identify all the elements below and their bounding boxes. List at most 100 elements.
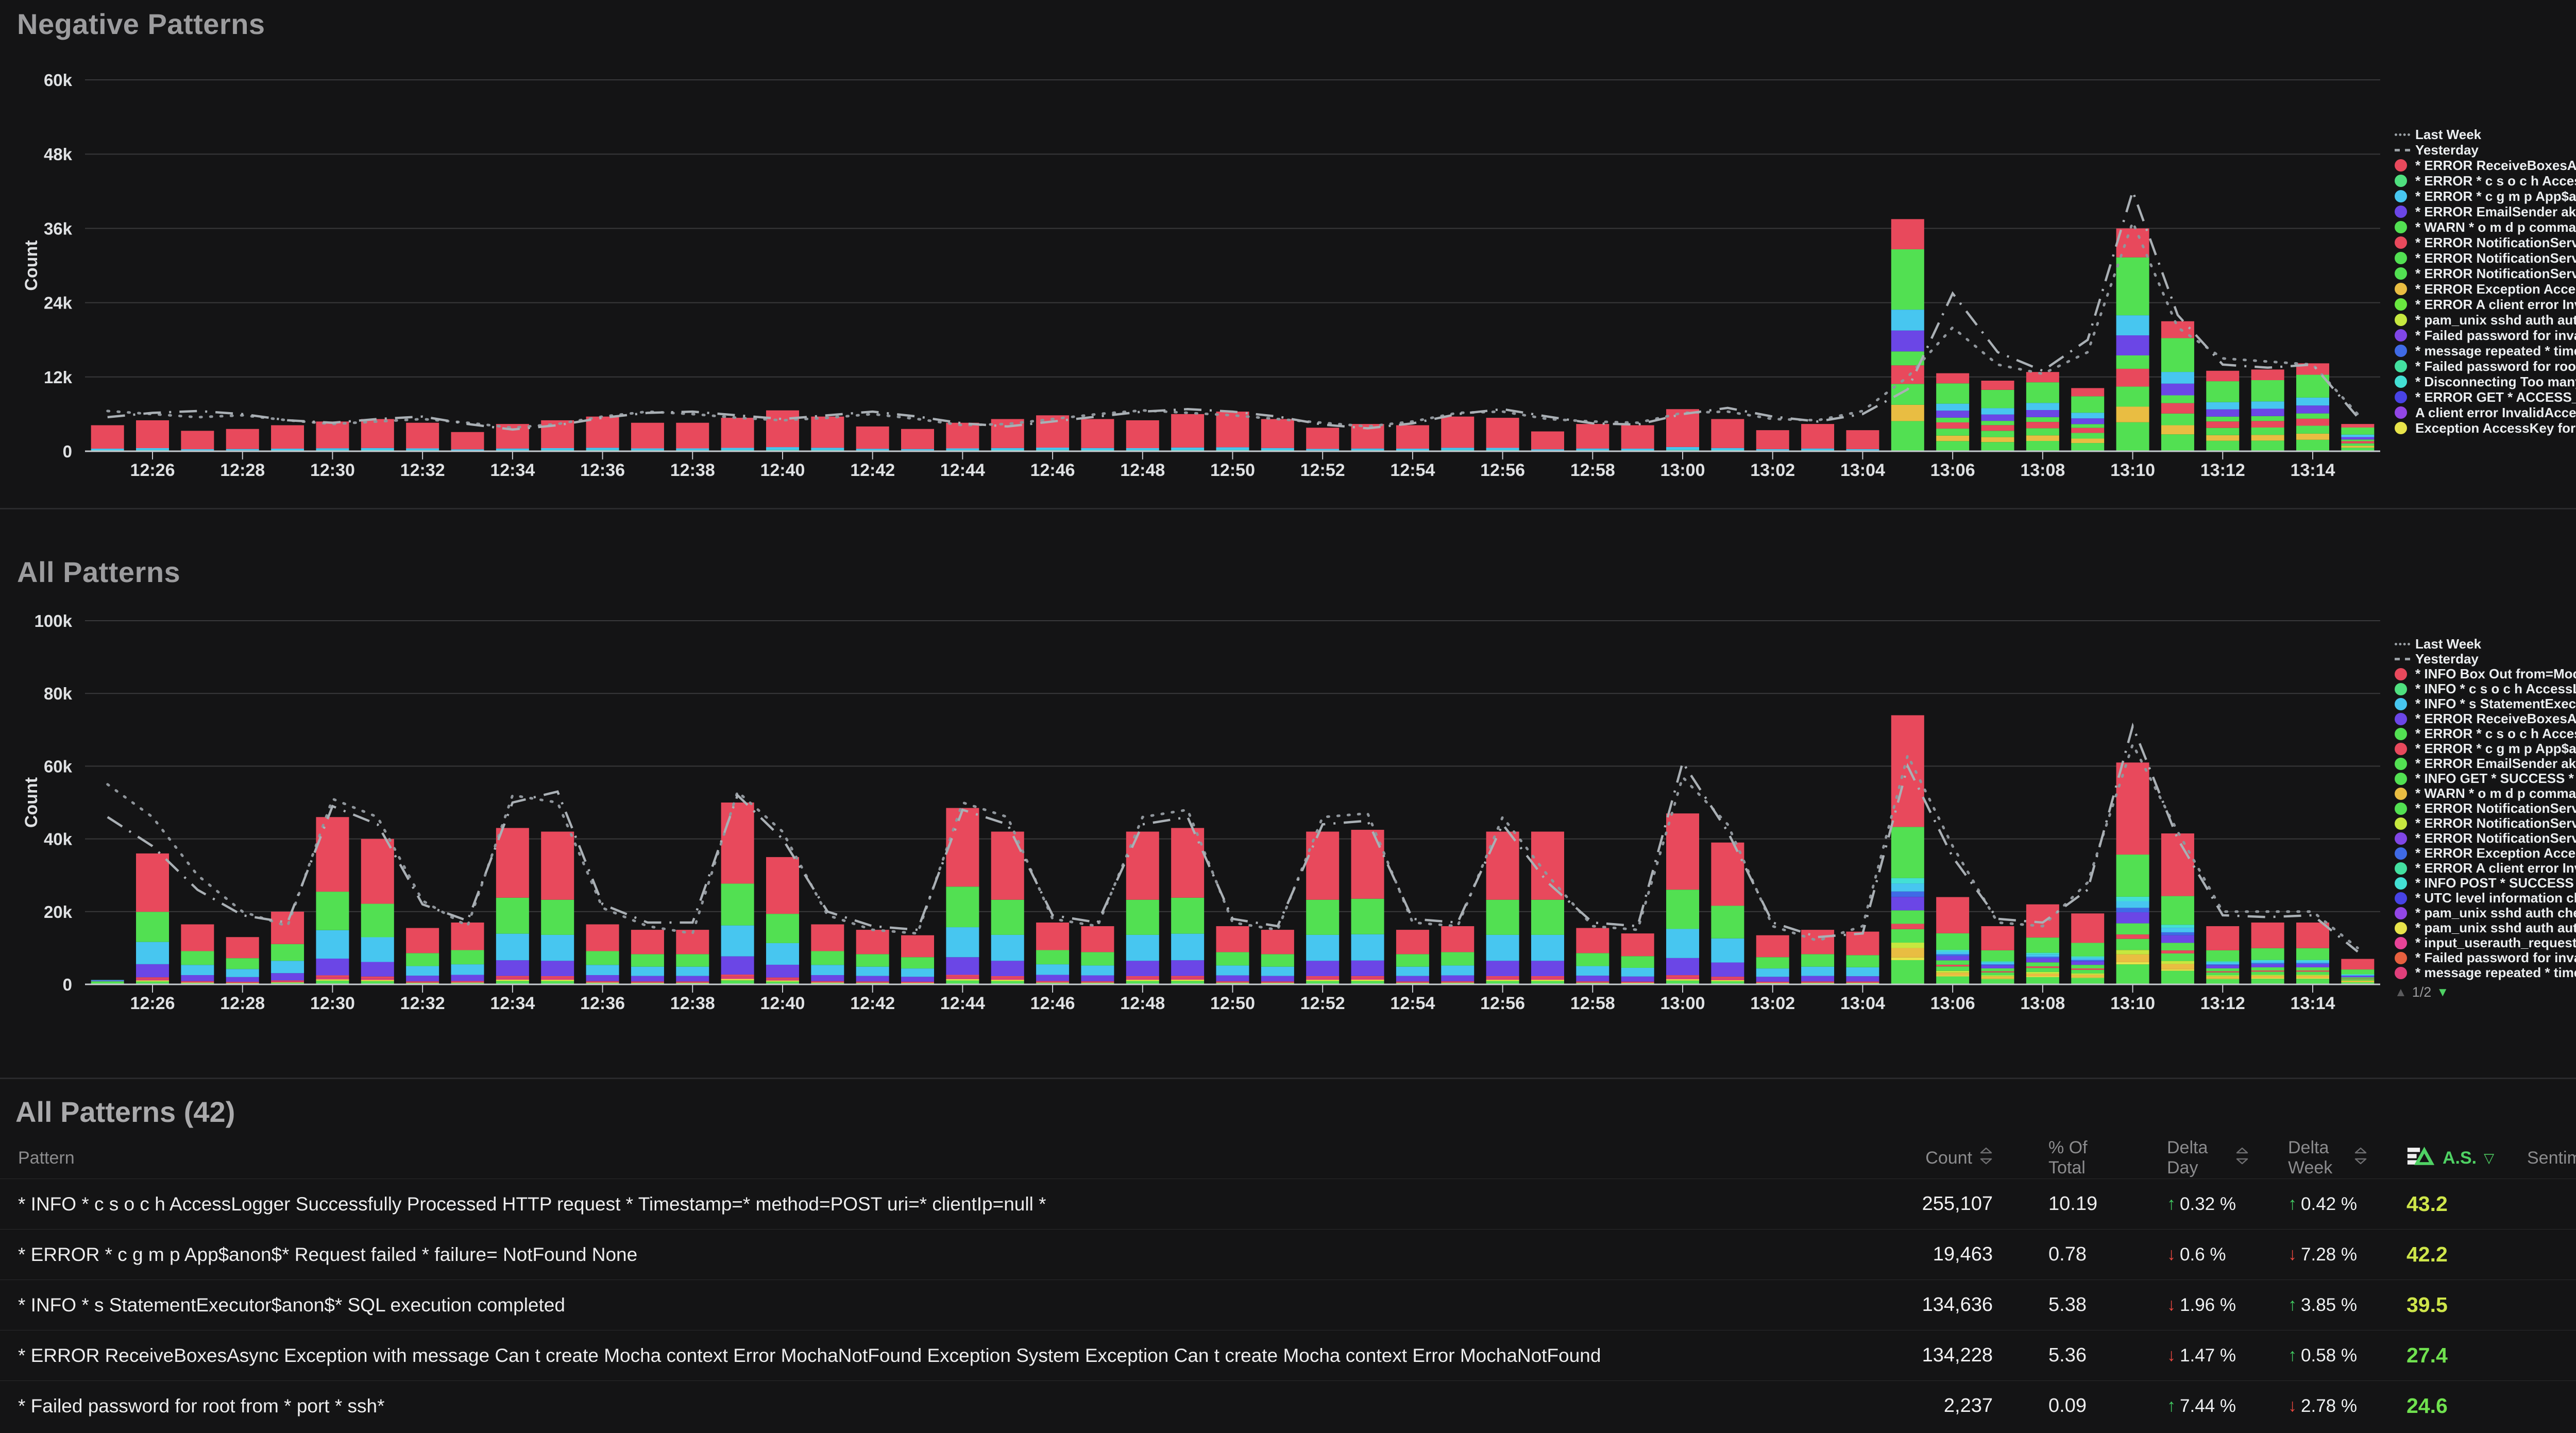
stacked-bar-12:49[interactable]	[1171, 828, 1205, 984]
stacked-bar-12:26[interactable]	[136, 420, 170, 451]
stacked-bar-13:09[interactable]	[2071, 388, 2105, 451]
sort-icon[interactable]	[2235, 1146, 2249, 1170]
stacked-bar-13:00[interactable]	[1666, 813, 1700, 984]
legend-item[interactable]: * WARN * o m d p command Execution of c.…	[2395, 219, 2576, 235]
legend-item[interactable]: * Disconnecting Too many authentication …	[2395, 374, 2576, 389]
stacked-bar-12:25[interactable]	[91, 980, 124, 984]
legend-page-down-icon[interactable]: ▼	[2436, 985, 2449, 999]
stacked-bar-13:02[interactable]	[1756, 430, 1789, 452]
stacked-bar-13:07[interactable]	[1981, 926, 2014, 984]
stacked-bar-12:56[interactable]	[1486, 418, 1519, 451]
stacked-bar-12:38[interactable]	[676, 930, 709, 984]
legend-item[interactable]: Yesterday	[2395, 651, 2576, 667]
legend-item[interactable]: * INFO * c s o c h AccessLogger Successf…	[2395, 681, 2576, 696]
legend-item[interactable]: * ERROR NotificationService akka actor d…	[2395, 815, 2576, 831]
stacked-bar-13:10[interactable]	[2116, 762, 2149, 984]
stacked-bar-13:13[interactable]	[2251, 369, 2284, 451]
stacked-bar-12:48[interactable]	[1126, 831, 1159, 984]
stacked-bar-12:46[interactable]	[1036, 922, 1070, 984]
legend-item[interactable]: * ERROR GET * ACCESS_DENIED * ms	[2395, 389, 2576, 405]
stacked-bar-12:41[interactable]	[811, 416, 844, 451]
stacked-bar-13:01[interactable]	[1711, 419, 1744, 451]
legend-item[interactable]: * ERROR A client error InvalidAccessKeyI…	[2395, 297, 2576, 312]
stacked-bar-12:34[interactable]	[496, 828, 529, 984]
legend-item[interactable]: * ERROR Exception AccessKey for aws serv…	[2395, 281, 2576, 297]
table-row-1[interactable]: * INFO * c s o c h AccessLogger Successf…	[0, 1179, 2576, 1229]
legend-item[interactable]: Last Week	[2395, 127, 2576, 142]
stacked-bar-12:29[interactable]	[271, 425, 304, 451]
legend-item[interactable]: * input_userauth_request invalid user po…	[2395, 935, 2576, 950]
stacked-bar-12:38[interactable]	[676, 422, 709, 451]
stacked-bar-12:50[interactable]	[1216, 926, 1249, 984]
stacked-bar-12:36[interactable]	[586, 416, 619, 451]
legend-item[interactable]: * Failed password for root from * port *…	[2395, 359, 2576, 374]
stacked-bar-12:35[interactable]	[541, 831, 574, 984]
legend-item[interactable]: * ERROR EmailSender akka actor default d…	[2395, 204, 2576, 219]
stacked-bar-13:04[interactable]	[1846, 430, 1879, 452]
stacked-bar-13:00[interactable]	[1666, 409, 1700, 451]
stacked-bar-13:13[interactable]	[2251, 922, 2284, 984]
stacked-bar-13:14[interactable]	[2296, 922, 2329, 984]
stacked-bar-12:29[interactable]	[271, 911, 304, 984]
stacked-bar-12:37[interactable]	[631, 422, 664, 451]
legend-item[interactable]: * ERROR NotificationService akka actor d…	[2395, 250, 2576, 266]
legend-item[interactable]: * UTC level information channel Security…	[2395, 890, 2576, 906]
legend-item[interactable]: * Failed password for invalid user postg…	[2395, 950, 2576, 965]
stacked-bar-12:56[interactable]	[1486, 831, 1519, 984]
stacked-bar-12:34[interactable]	[496, 424, 529, 451]
table-row-4[interactable]: * ERROR ReceiveBoxesAsync Exception with…	[0, 1330, 2576, 1380]
stacked-bar-13:12[interactable]	[2206, 370, 2240, 451]
stacked-bar-13:05[interactable]	[1891, 715, 1924, 984]
legend-page-up-icon[interactable]: ▲	[2395, 985, 2407, 999]
legend-item[interactable]: * pam_unix sshd auth authentication fail…	[2395, 920, 2576, 935]
stacked-bar-13:07[interactable]	[1981, 381, 2014, 451]
stacked-bar-12:57[interactable]	[1531, 831, 1564, 984]
table-row-5[interactable]: * Failed password for root from * port *…	[0, 1380, 2576, 1431]
legend-item[interactable]: * Failed password for invalid user postg…	[2395, 328, 2576, 343]
stacked-bar-12:37[interactable]	[631, 930, 664, 984]
stacked-bar-12:39[interactable]	[721, 418, 754, 451]
stacked-bar-13:03[interactable]	[1801, 930, 1835, 984]
stacked-bar-12:27[interactable]	[181, 924, 214, 984]
stacked-bar-12:58[interactable]	[1576, 424, 1609, 451]
stacked-bar-12:30[interactable]	[316, 817, 349, 984]
stacked-bar-13:02[interactable]	[1756, 935, 1789, 984]
stacked-bar-12:36[interactable]	[586, 924, 619, 984]
stacked-bar-13:15[interactable]	[2341, 959, 2375, 984]
legend-item[interactable]: * ERROR * c s o c h AccessLogger$anon$* …	[2395, 726, 2576, 741]
stacked-bar-12:59[interactable]	[1621, 425, 1654, 451]
legend-item[interactable]: * ERROR ReceiveBoxesAsync Exception wit.…	[2395, 711, 2576, 726]
stacked-bar-13:08[interactable]	[2026, 904, 2059, 984]
stacked-bar-13:11[interactable]	[2161, 833, 2194, 984]
stacked-bar-13:04[interactable]	[1846, 931, 1879, 984]
stacked-bar-12:47[interactable]	[1081, 419, 1114, 451]
column-header-delta-week[interactable]: Delta Week	[2249, 1138, 2367, 1178]
stacked-bar-12:54[interactable]	[1396, 425, 1429, 451]
column-header-anomaly-score[interactable]: A.S. ▽	[2367, 1145, 2494, 1172]
stacked-bar-12:49[interactable]	[1171, 414, 1205, 451]
legend-item[interactable]: Yesterday	[2395, 142, 2576, 158]
stacked-bar-12:59[interactable]	[1621, 933, 1654, 984]
legend-item[interactable]: Last Week	[2395, 636, 2576, 652]
legend-item[interactable]: * ERROR NotificationService akka actor d…	[2395, 266, 2576, 281]
legend-item[interactable]: * ERROR NotificationService akka actor d…	[2395, 830, 2576, 846]
stacked-bar-12:44[interactable]	[946, 422, 979, 451]
legend-item[interactable]: * pam_unix sshd auth check pass user unk…	[2395, 905, 2576, 920]
stacked-bar-12:31[interactable]	[361, 839, 394, 984]
stacked-bar-12:57[interactable]	[1531, 431, 1564, 452]
stacked-bar-13:06[interactable]	[1936, 373, 1970, 451]
stacked-bar-12:27[interactable]	[181, 431, 214, 452]
sort-icon[interactable]	[1979, 1146, 1993, 1170]
stacked-bar-12:53[interactable]	[1351, 829, 1384, 984]
stacked-bar-13:14[interactable]	[2296, 363, 2329, 451]
stacked-bar-12:52[interactable]	[1306, 428, 1340, 452]
legend-item[interactable]: Exception AccessKey for aws service has …	[2395, 420, 2576, 436]
legend-item[interactable]: * ERROR * c g m p App$anon$* Request fai…	[2395, 741, 2576, 756]
legend-item[interactable]: * INFO POST * SUCCESS * ms	[2395, 875, 2576, 891]
stacked-bar-12:42[interactable]	[856, 930, 889, 984]
legend-item[interactable]: * ERROR NotificationService akka actor d…	[2395, 800, 2576, 816]
stacked-bar-12:28[interactable]	[226, 937, 259, 984]
stacked-bar-12:43[interactable]	[901, 935, 935, 984]
stacked-bar-12:40[interactable]	[766, 410, 799, 451]
column-header-count[interactable]: Count	[1878, 1146, 2009, 1170]
